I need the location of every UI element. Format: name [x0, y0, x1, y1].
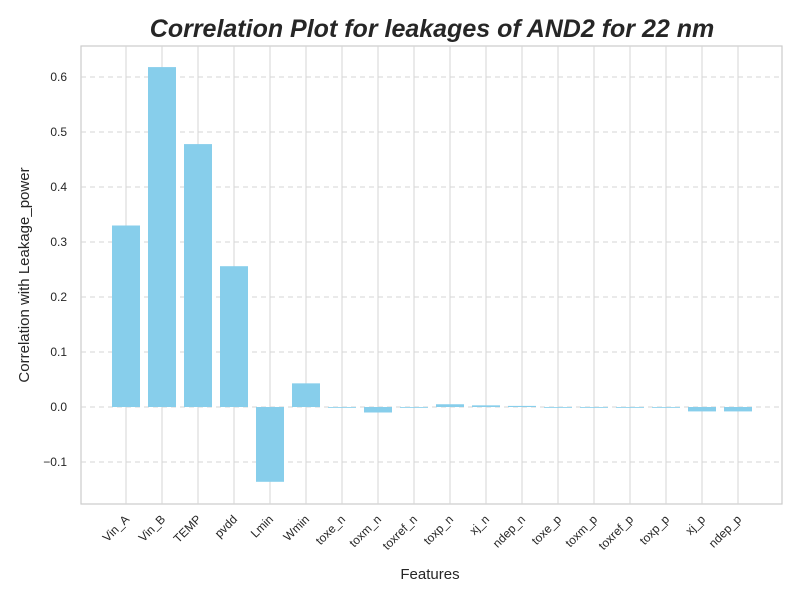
- plot-area-frame: [80, 45, 783, 505]
- bar-toxp-n: [436, 404, 464, 407]
- y-tick-labels: 0.6 0.5 0.4 0.3 0.2 0.1 0.0 −0.1: [43, 70, 67, 469]
- x-tick-label: Wmin: [281, 512, 313, 544]
- bar-toxp-p: [652, 407, 680, 408]
- x-tick-label: TEMP: [171, 512, 204, 545]
- y-tick-label: 0.1: [50, 345, 67, 359]
- y-axis-label: Correlation with Leakage_power: [16, 167, 33, 382]
- x-tick-label: xj_n: [467, 512, 492, 537]
- x-tick-label: toxp_p: [637, 512, 673, 548]
- y-tick-label: 0.5: [50, 125, 67, 139]
- bar-ndep-p: [724, 407, 752, 412]
- x-tick-label: Lmin: [248, 512, 276, 540]
- x-tick-label: toxm_p: [562, 512, 600, 550]
- bar-toxm-p: [580, 407, 608, 408]
- x-tick-label: xj_p: [683, 512, 709, 538]
- bar-ndep-n: [508, 405, 536, 407]
- bar-xj-p: [688, 407, 716, 412]
- x-tick-label: toxp_n: [421, 512, 456, 547]
- y-tick-label: 0.2: [50, 290, 67, 304]
- bar-wmin: [292, 383, 320, 407]
- y-tick-label: 0.3: [50, 235, 67, 249]
- x-tick-label: toxe_n: [313, 512, 348, 547]
- x-tick-label: toxe_p: [529, 512, 565, 548]
- x-tick-label: toxref_n: [380, 512, 421, 553]
- x-tick-label: ndep_p: [706, 512, 744, 550]
- bars: [112, 67, 752, 482]
- y-tick-label: 0.0: [50, 400, 67, 414]
- bar-lmin: [256, 407, 284, 482]
- x-tick-label: pvdd: [212, 512, 240, 540]
- x-tick-label: ndep_n: [490, 512, 528, 550]
- bar-xj-n: [472, 405, 500, 407]
- y-tick-label: 0.4: [50, 180, 67, 194]
- y-tick-label: −0.1: [43, 455, 67, 469]
- bar-vin-b: [148, 67, 176, 407]
- bar-temp: [184, 144, 212, 407]
- bar-toxm-n: [364, 407, 392, 413]
- bar-vin-a: [112, 225, 140, 407]
- x-gridlines: [125, 46, 739, 504]
- y-tick-label: 0.6: [50, 70, 67, 84]
- chart-title: Correlation Plot for leakages of AND2 fo…: [150, 15, 714, 43]
- x-tick-label: Vin_B: [136, 512, 168, 544]
- x-tick-label: Vin_A: [100, 512, 132, 544]
- x-tick-labels: Vin_A Vin_B TEMP pvdd Lmin Wmin toxe_ntoxm_nto…: [100, 512, 745, 553]
- bar-pvdd: [220, 266, 248, 407]
- bar-toxref-n: [400, 407, 428, 408]
- bar-toxe-p: [544, 407, 572, 408]
- bar-toxref-p: [616, 407, 644, 408]
- x-axis-label: Features: [400, 566, 459, 583]
- x-tick-label: toxref_p: [596, 512, 637, 553]
- x-tick-label: toxm_n: [346, 512, 384, 550]
- bar-toxe-n: [328, 407, 356, 408]
